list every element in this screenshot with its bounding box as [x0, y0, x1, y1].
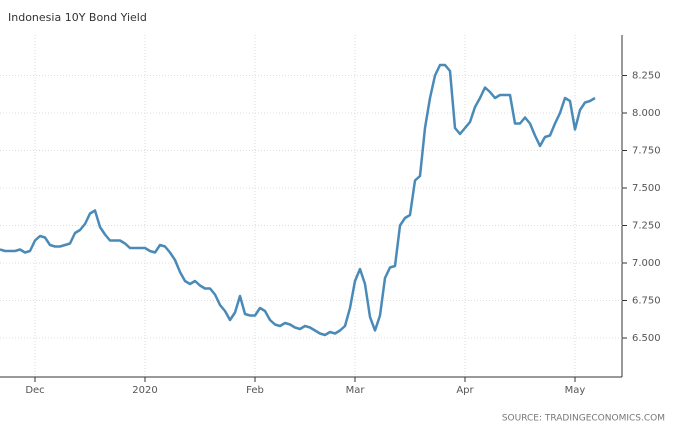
y-tick-label: 6.500 [632, 333, 661, 344]
y-tick-label: 7.250 [632, 221, 661, 232]
x-tick-label: May [565, 385, 586, 396]
x-tick-label: Mar [346, 385, 366, 396]
y-tick-label: 7.000 [632, 258, 661, 269]
line [0, 63, 596, 337]
y-tick-label: 8.000 [632, 108, 661, 119]
y-tick-label: 6.750 [632, 296, 661, 307]
y-tick-label: 8.250 [632, 71, 661, 82]
y-tick-label: 7.750 [632, 146, 661, 157]
x-tick-label: Apr [456, 385, 474, 396]
x-tick-label: Dec [25, 385, 44, 396]
chart-title: Indonesia 10Y Bond Yield [8, 11, 147, 24]
x-tick-label: 2020 [132, 385, 157, 396]
y-tick-label: 7.500 [632, 183, 661, 194]
x-tick-label: Feb [246, 385, 264, 396]
source: SOURCE: TRADINGECONOMICS.COM [502, 414, 665, 424]
